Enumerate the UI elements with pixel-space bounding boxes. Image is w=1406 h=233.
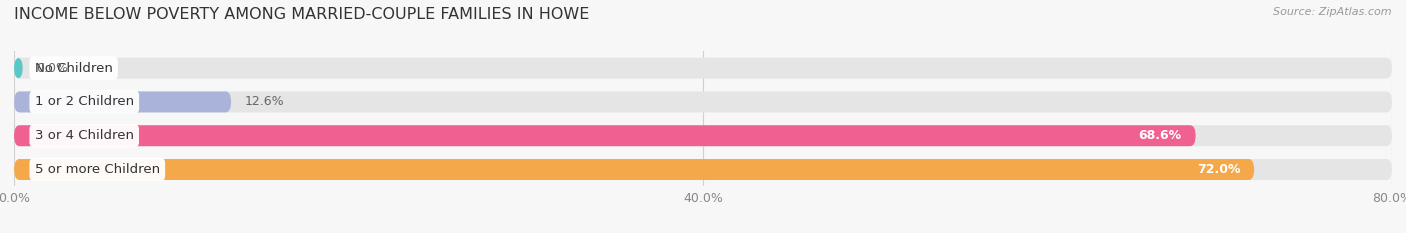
FancyBboxPatch shape bbox=[14, 125, 1392, 146]
FancyBboxPatch shape bbox=[14, 58, 1392, 79]
Text: INCOME BELOW POVERTY AMONG MARRIED-COUPLE FAMILIES IN HOWE: INCOME BELOW POVERTY AMONG MARRIED-COUPL… bbox=[14, 7, 589, 22]
Text: 12.6%: 12.6% bbox=[245, 96, 284, 108]
Text: 0.0%: 0.0% bbox=[37, 62, 69, 75]
Text: 68.6%: 68.6% bbox=[1139, 129, 1182, 142]
Text: No Children: No Children bbox=[35, 62, 112, 75]
Text: Source: ZipAtlas.com: Source: ZipAtlas.com bbox=[1274, 7, 1392, 17]
FancyBboxPatch shape bbox=[14, 58, 22, 79]
FancyBboxPatch shape bbox=[14, 159, 1254, 180]
Text: 72.0%: 72.0% bbox=[1197, 163, 1240, 176]
Text: 5 or more Children: 5 or more Children bbox=[35, 163, 160, 176]
FancyBboxPatch shape bbox=[14, 92, 1392, 112]
FancyBboxPatch shape bbox=[14, 92, 231, 112]
FancyBboxPatch shape bbox=[14, 159, 1392, 180]
Text: 3 or 4 Children: 3 or 4 Children bbox=[35, 129, 134, 142]
Text: 1 or 2 Children: 1 or 2 Children bbox=[35, 96, 134, 108]
FancyBboxPatch shape bbox=[14, 125, 1195, 146]
